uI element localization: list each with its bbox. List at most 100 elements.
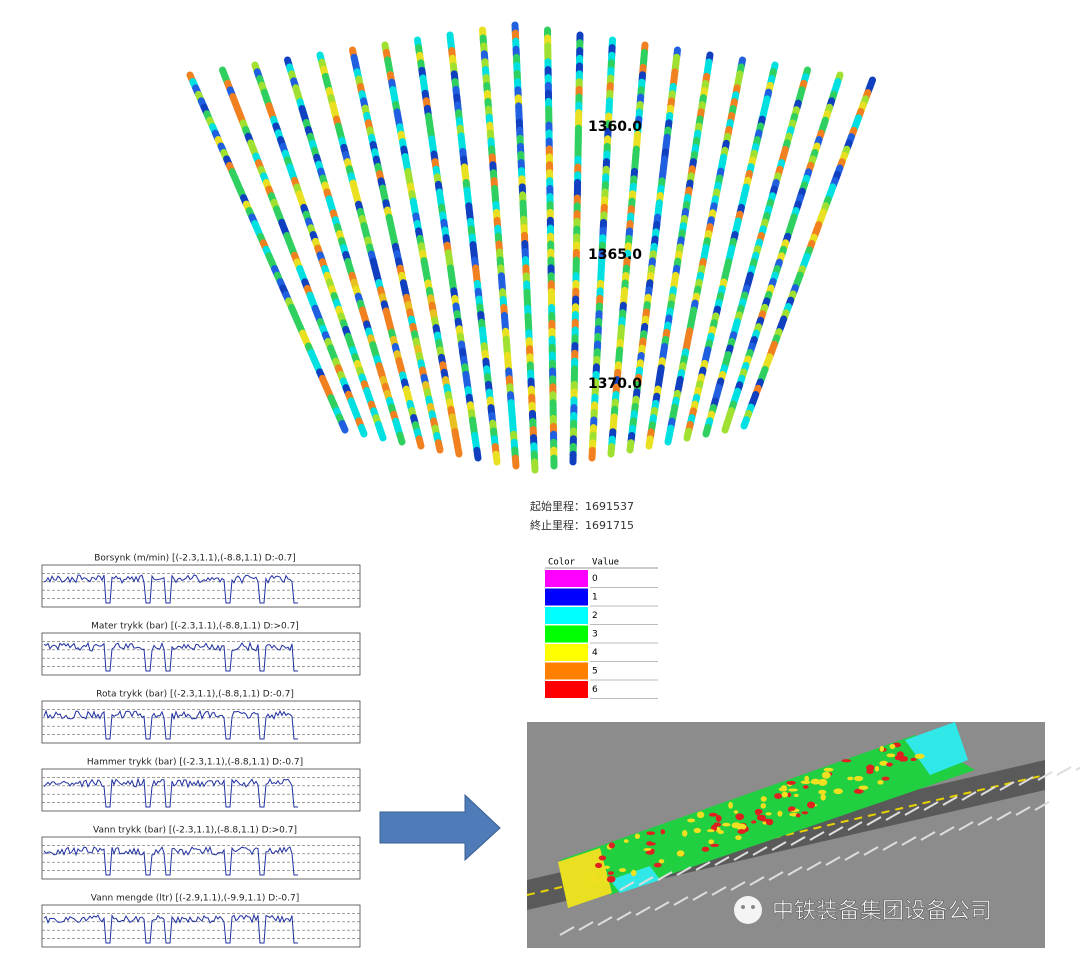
depth-label: 1365.0 [588,247,642,263]
tunnel-spot [623,839,629,843]
wechat-icon-eye [741,905,745,909]
tunnel-spot [618,868,627,873]
tunnel-spot [879,760,889,766]
tunnel-spot [604,865,610,870]
tunnel-spot [914,753,925,759]
road-label [863,846,879,856]
tunnel-spot [807,801,816,809]
tunnel-spot [879,745,885,752]
tunnel-spot [774,793,783,799]
road-label [616,911,632,921]
wechat-icon-eye [751,905,755,909]
tunnel-spot [645,850,655,855]
road-label [695,861,711,871]
borehole-segment [511,454,520,470]
tunnel-cyan [610,866,660,893]
panel-frame [41,700,361,744]
tunnel-spot [781,791,788,798]
tunnel-spot [737,829,746,835]
road-label [638,876,654,886]
panel-trace [43,913,298,944]
tunnel-spot [687,818,696,823]
road-label [999,781,1015,791]
road-label [597,916,613,926]
panel-trace [43,777,298,808]
tunnel-spot [788,806,796,811]
road-label [961,791,977,801]
tunnel-spot [751,820,757,824]
borehole-segment [740,416,750,430]
legend-swatch [545,570,588,587]
tunnel-spot [646,831,656,835]
road-label [676,866,692,876]
tunnel-spot [681,830,688,837]
legend-value: 5 [592,667,598,677]
panel-trace [43,574,298,604]
tunnel-cyan [905,722,968,775]
road-label [771,841,787,851]
tunnel-spot [765,818,774,826]
road-label [635,906,651,916]
tunnel-spot [708,839,715,845]
tunnel-spot [589,878,600,883]
tunnel-spot [658,859,665,864]
tunnel-spot [696,811,705,819]
legend-value: 3 [592,630,598,640]
panel-title: Vann mengde (ltr) [(-2.9,1.1),(-9.9,1.1)… [91,894,299,904]
road-label [787,866,803,876]
road-label [828,826,844,836]
legend-swatch [545,681,588,698]
tunnel-spot [595,862,603,869]
borehole-segment [645,435,654,450]
road-label [578,921,594,931]
road-label [1034,801,1050,811]
tunnel-spot [735,835,742,841]
road-label [1018,776,1034,786]
borehole-segment [721,420,731,434]
depth-label: 1360.0 [588,119,642,135]
legend-swatch [545,588,588,606]
tunnel-spot [706,829,715,833]
sensor-charts: Borsynk (m/min) [(-2.3,1.1),(-8.8,1.1) D… [41,554,361,948]
road-label [847,821,863,831]
legend-swatch [545,644,588,661]
tunnel-spot [866,764,875,772]
legend-table: Color Value 0 1 2 3 4 5 6 [545,558,658,699]
tunnel-spot [896,751,904,758]
tunnel-spot [833,788,843,795]
tunnel-spot [881,776,890,781]
tunnel-spot [853,775,864,782]
borehole-plot [186,21,876,474]
road-label [790,836,806,846]
road-label [768,871,784,881]
road-label [809,831,825,841]
panel-trace [43,845,298,876]
tunnel-spot [643,848,653,852]
road-label [920,831,936,841]
tunnel-spot [591,873,596,879]
legend-header: Value [592,558,619,568]
panel-title: Mater trykk (bar) [(-2.3,1.1),(-8.8,1.1)… [91,622,299,632]
tunnel-spot [754,808,763,815]
legend-swatch [545,607,588,624]
tunnel-spot [810,778,820,785]
tunnel-spot [630,869,637,877]
road-label [673,896,689,906]
road-label [996,811,1012,821]
road-label [749,876,765,886]
borehole-segment [683,427,693,442]
legend-value: 6 [592,685,598,695]
borehole-segment [454,443,463,458]
borehole-segment [415,435,425,450]
road-label [958,821,974,831]
tunnel-spot [787,792,792,798]
panel-frame [41,564,361,608]
tunnel-spot [853,788,864,794]
road-label [980,786,996,796]
road-label [619,881,635,891]
borehole-segment [434,439,444,454]
road-label [904,806,920,816]
tunnel-spot [660,829,666,835]
watermark: 中铁装备集团设备公司 [734,896,992,924]
tunnel-spot [735,813,745,821]
